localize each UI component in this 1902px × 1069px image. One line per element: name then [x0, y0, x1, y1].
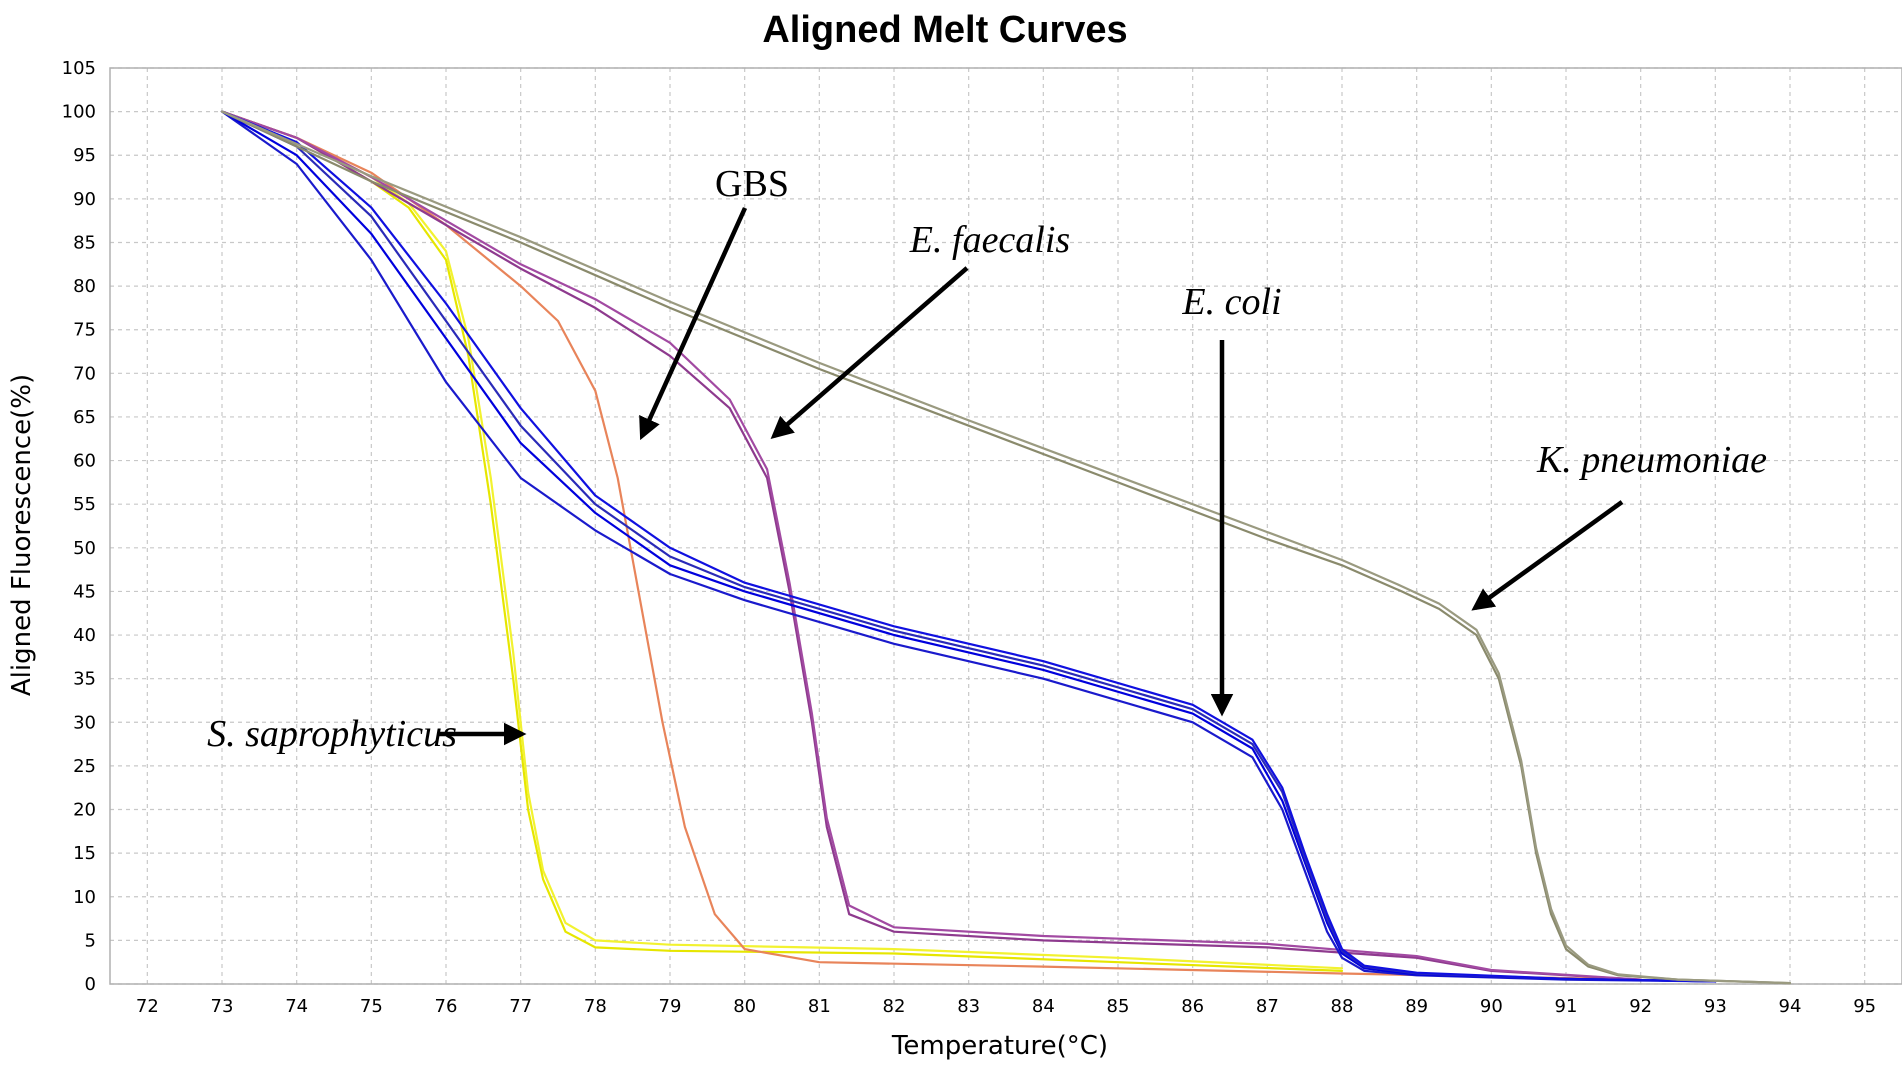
x-tick-label: 87	[1256, 996, 1279, 1017]
k-pneumoniae-arrow	[1471, 500, 1624, 611]
y-tick-label: 25	[73, 756, 96, 777]
x-tick-label: 93	[1704, 996, 1727, 1017]
annotation-e-faecalis: E. faecalis	[909, 219, 1070, 261]
x-tick-label: 72	[136, 996, 159, 1017]
x-tick-label: 76	[435, 996, 458, 1017]
x-tick-label: 89	[1405, 996, 1428, 1017]
x-tick-label: 74	[285, 996, 308, 1017]
series-line-gbs	[220, 110, 1642, 981]
y-tick-label: 85	[73, 232, 96, 253]
x-tick-label: 88	[1331, 996, 1354, 1017]
y-tick-label: 20	[73, 800, 96, 821]
y-tick-label: 5	[85, 930, 96, 951]
y-tick-label: 0	[85, 974, 96, 995]
y-tick-label: 10	[73, 887, 96, 908]
x-tick-label: 79	[659, 996, 682, 1017]
annotation-gbs: GBS	[715, 163, 789, 205]
y-tick-label: 35	[73, 669, 96, 690]
chart-title: Aligned Melt Curves	[762, 9, 1127, 51]
x-tick-label: 75	[360, 996, 383, 1017]
y-tick-label: 60	[73, 451, 96, 472]
x-tick-label: 91	[1555, 996, 1578, 1017]
x-tick-label: 83	[957, 996, 980, 1017]
x-tick-label: 94	[1779, 996, 1802, 1017]
y-tick-label: 50	[73, 538, 96, 559]
grid	[110, 67, 1902, 985]
x-tick-label: 95	[1853, 996, 1876, 1017]
y-tick-label: 100	[62, 102, 96, 123]
annotation-s-saprophyticus: S. saprophyticus	[207, 713, 457, 755]
y-tick-label: 45	[73, 581, 96, 602]
plot-frame	[109, 67, 1902, 985]
x-tick-label: 78	[584, 996, 607, 1017]
annotation-e-coli: E. coli	[1181, 281, 1281, 323]
y-tick-label: 15	[73, 843, 96, 864]
x-tick-label: 80	[733, 996, 756, 1017]
y-axis-ticks: 0 5 10 15 20 25 30 35 40 45 50 55 60 65 70 75 80 85 90 95 10…	[62, 58, 96, 995]
y-tick-label: 75	[73, 320, 96, 341]
y-tick-label: 65	[73, 407, 96, 428]
curves	[220, 110, 1792, 985]
x-axis-label: Temperature(°C)	[891, 1031, 1108, 1061]
x-tick-label: 92	[1629, 996, 1652, 1017]
x-tick-label: 73	[211, 996, 234, 1017]
series-line-e-faecalis	[220, 110, 1642, 981]
x-tick-label: 85	[1107, 996, 1130, 1017]
x-tick-label: 86	[1181, 996, 1204, 1017]
y-tick-label: 55	[73, 494, 96, 515]
x-axis-ticks: 72 73 74 75 76 77 78 79 80 81 82 83 84 85 86 87 88 89 90 91…	[136, 996, 1876, 1017]
series-line-e-coli	[220, 110, 1717, 983]
series-line-e-coli	[220, 110, 1717, 983]
series-line-e-coli	[220, 110, 1717, 983]
gbs-arrow	[639, 207, 748, 441]
y-tick-label: 90	[73, 189, 96, 210]
e-faecalis-arrow	[770, 266, 969, 439]
y-tick-label: 30	[73, 712, 96, 733]
annotation-k-pneumoniae: K. pneumoniae	[1536, 439, 1767, 481]
series-line-k-pneumoniae	[220, 110, 1792, 985]
x-tick-label: 82	[883, 996, 906, 1017]
series-line-k-pneumoniae	[220, 110, 1792, 985]
series-line-e-faecalis	[220, 110, 1642, 981]
y-tick-label: 95	[73, 145, 96, 166]
x-tick-label: 90	[1480, 996, 1503, 1017]
y-tick-label: 70	[73, 363, 96, 384]
x-tick-label: 77	[509, 996, 532, 1017]
x-tick-label: 81	[808, 996, 831, 1017]
x-tick-label: 84	[1032, 996, 1055, 1017]
y-tick-label: 40	[73, 625, 96, 646]
y-axis-label: Aligned Fluorescence(%)	[7, 374, 37, 696]
y-tick-label: 105	[62, 58, 96, 79]
y-tick-label: 80	[73, 276, 96, 297]
